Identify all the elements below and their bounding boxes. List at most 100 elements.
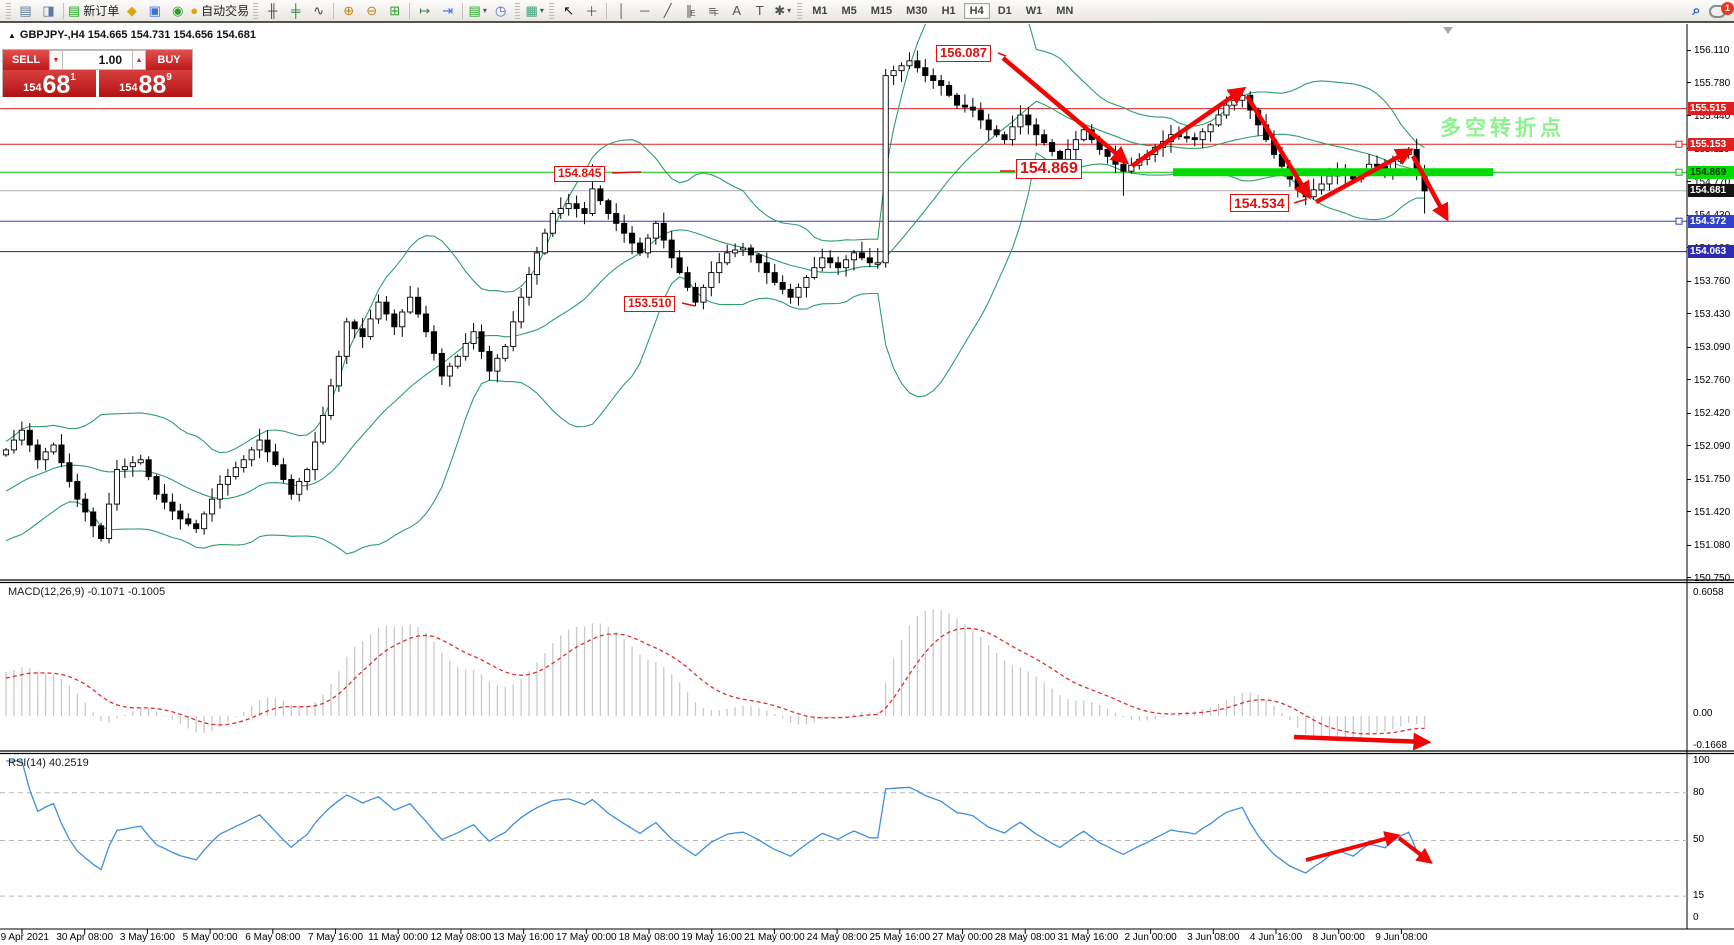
macd-signal-line	[5, 627, 1425, 735]
price-label-154.534[interactable]: 154.534	[1230, 194, 1289, 213]
toolbar-separator	[409, 2, 411, 19]
volume-increase-button[interactable]: ▲	[132, 50, 146, 70]
price-label-154.869[interactable]: 154.869	[1016, 159, 1082, 180]
line-handle-155.153[interactable]	[1675, 140, 1683, 148]
price-label-156.087[interactable]: 156.087	[936, 45, 991, 62]
bollinger-bands	[5, 24, 1425, 555]
timeframe-button-w1[interactable]: W1	[1025, 4, 1043, 17]
profile-icon[interactable]: ◨	[42, 2, 55, 18]
toolbar-drag-handle[interactable]	[549, 2, 555, 19]
toolbar-separator	[462, 2, 464, 19]
fibonacci-icon[interactable]: ≡ F	[708, 3, 719, 18]
zoom-in-icon[interactable]: ⊕	[343, 2, 355, 18]
timeframe-button-m15[interactable]: M15	[870, 4, 893, 17]
chat-icon[interactable]: 1	[1708, 1, 1734, 20]
buy-price-pip: 9	[166, 72, 172, 83]
volume-decrease-button[interactable]: ▼	[49, 50, 63, 70]
chart-window-icon[interactable]: ▤	[19, 2, 32, 18]
toolbar-separator	[333, 2, 335, 19]
price-divider	[96, 70, 99, 97]
line-handle-154.372[interactable]	[1675, 217, 1683, 225]
signal-icon[interactable]: ◉	[172, 2, 184, 18]
trend-arrow-3[interactable]	[1245, 94, 1311, 200]
annotation-text[interactable]: 多空转折点	[1440, 117, 1565, 140]
timeframe-button-h4[interactable]: H4	[963, 2, 990, 19]
tile-windows-icon[interactable]: ⊞	[389, 2, 401, 18]
trend-arrow-4[interactable]	[1314, 148, 1414, 204]
rsi-line	[6, 760, 1426, 874]
text-label-icon[interactable]: T	[755, 3, 764, 18]
macd-arrow[interactable]	[1293, 732, 1432, 751]
timeframe-button-m30[interactable]: M30	[906, 4, 928, 17]
buy-price-main: 88	[138, 71, 167, 99]
chart-shift-icon[interactable]: ⇥	[442, 2, 454, 18]
timeframe-button-m5[interactable]: M5	[841, 4, 857, 17]
toolbar-drag-handle[interactable]	[253, 2, 259, 19]
scroll-marker-icon[interactable]	[1443, 27, 1453, 34]
channel-icon[interactable]: ∥ E	[685, 2, 696, 19]
price-label-153.510[interactable]: 153.510	[624, 296, 676, 312]
buy-price-button[interactable]: 154 88 9	[99, 70, 192, 99]
timeframe-button-mn[interactable]: MN	[1056, 4, 1074, 17]
bollinger-upper	[5, 24, 1425, 454]
candles-layer	[2, 50, 1428, 544]
label-connector-1	[611, 171, 642, 174]
chart-title-text: GBPJPY-,H4 154.665 154.731 154.656 154.6…	[19, 29, 256, 41]
sell-price-pip: 1	[70, 72, 76, 83]
collapse-icon[interactable]: ▲	[8, 31, 16, 40]
new-chart-icon[interactable]: ▤ ▾	[468, 2, 487, 18]
label-connector-0	[997, 52, 1007, 57]
sell-price-button[interactable]: 154 68 1	[3, 70, 96, 99]
macd-histogram	[5, 609, 1426, 741]
auto-scroll-icon[interactable]: ↦	[419, 2, 431, 18]
clock-icon[interactable]: ◷	[495, 2, 507, 18]
trend-arrow-1[interactable]	[1001, 56, 1130, 165]
buy-button[interactable]: BUY	[146, 50, 192, 70]
new-order-button[interactable]: ▤ 新订单	[68, 2, 120, 19]
line-handle-154.869[interactable]	[1675, 168, 1683, 176]
candlestick-chart-icon[interactable]: ╪	[291, 3, 301, 18]
sell-price-main: 68	[42, 71, 71, 99]
label-connector-3	[681, 302, 696, 307]
template-icon[interactable]: ▦ ▾	[525, 2, 544, 18]
buy-price-prefix: 154	[119, 82, 138, 94]
sell-button[interactable]: SELL	[3, 50, 49, 70]
toolbar-drag-handle[interactable]	[797, 2, 803, 19]
timeframe-button-d1[interactable]: D1	[997, 4, 1012, 17]
trend-arrow-5[interactable]	[1411, 154, 1449, 222]
market-watch-icon[interactable]: ▣	[148, 2, 161, 18]
horizontal-line-icon[interactable]: ─	[640, 3, 650, 18]
trend-arrow-2[interactable]	[1130, 86, 1247, 168]
auto-trading-button[interactable]: ● 自动交易	[190, 3, 250, 18]
bollinger-middle	[5, 100, 1425, 500]
line-chart-icon[interactable]: ∿	[313, 2, 325, 18]
rsi-arrow-2[interactable]	[1397, 836, 1433, 864]
text-icon[interactable]: A	[732, 3, 742, 18]
vertical-line-icon[interactable]: │	[617, 3, 626, 18]
favorites-icon[interactable]: ◆	[126, 2, 137, 18]
toolbar-separator	[63, 2, 64, 19]
volume-input[interactable]: 1.00	[63, 50, 132, 70]
cursor-icon[interactable]: ↖	[563, 2, 575, 18]
toolbar-drag-handle[interactable]	[515, 2, 521, 19]
one-click-trading-panel: SELL ▼ 1.00 ▲ BUY 154 68 1 154 88 9	[2, 49, 193, 99]
arrows-icon[interactable]: ✱ ▾	[774, 2, 792, 18]
support-band[interactable]	[1173, 168, 1493, 177]
sell-price-prefix: 154	[23, 82, 42, 94]
toolbar-drag-handle[interactable]	[6, 2, 11, 19]
label-connector-4	[1293, 198, 1308, 204]
bar-chart-icon[interactable]: ╫	[268, 3, 278, 18]
timeframe-button-m1[interactable]: M1	[812, 4, 828, 17]
timeframe-button-h1[interactable]: H1	[941, 4, 956, 17]
toolbar-separator	[606, 2, 608, 19]
toolbar: ▤ ◨ ▤ 新订单 ◆ ▣ ◉ ● 自动交易 ╫ ╪ ∿ ⊕ ⊖ ⊞ ↦ ⇥ ▤ ▾ ◷ ▦ ▾ ↖ ＋ │ ─ ╱ ∥ E ≡ F A T ✱ ▾…	[0, 0, 1734, 23]
zoom-out-icon[interactable]: ⊖	[366, 2, 378, 18]
rsi-arrow-1[interactable]	[1305, 831, 1401, 862]
trendline-icon[interactable]: ╱	[663, 2, 672, 18]
notification-badge: 1	[1721, 2, 1734, 15]
price-label-154.845[interactable]: 154.845	[554, 166, 606, 182]
search-icon[interactable]: ⌕	[1692, 2, 1701, 19]
crosshair-icon[interactable]: ＋	[585, 4, 599, 19]
